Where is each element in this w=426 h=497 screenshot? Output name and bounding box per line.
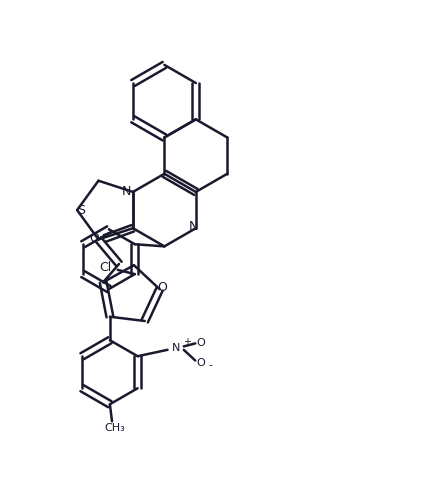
Text: O: O: [196, 358, 204, 368]
Text: +: +: [182, 337, 190, 347]
Text: Cl: Cl: [98, 261, 111, 274]
Text: N: N: [189, 220, 198, 233]
Text: CH₃: CH₃: [104, 423, 125, 433]
Text: N: N: [121, 185, 131, 198]
Text: N: N: [171, 342, 180, 353]
Text: -: -: [208, 360, 212, 370]
Text: O: O: [89, 232, 99, 245]
Text: S: S: [77, 204, 85, 217]
Text: O: O: [196, 337, 204, 347]
Text: O: O: [156, 280, 166, 294]
